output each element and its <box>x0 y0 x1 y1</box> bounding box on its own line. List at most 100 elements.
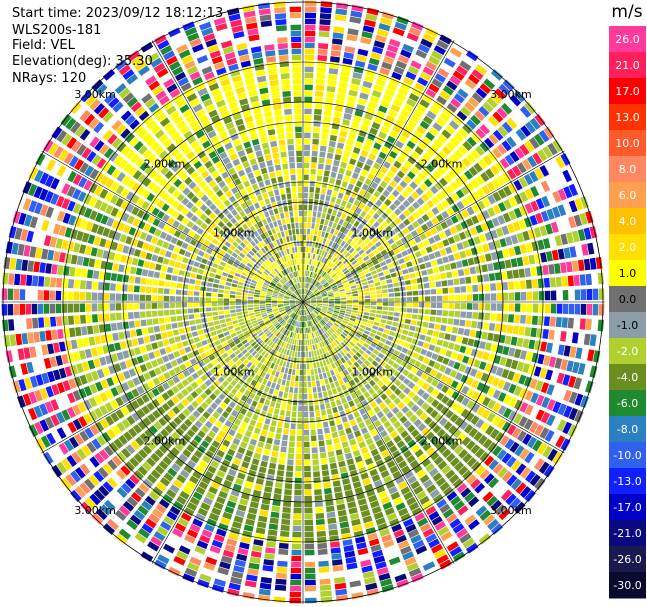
velocity-gate <box>137 259 145 267</box>
velocity-gate <box>331 553 342 560</box>
velocity-gate <box>373 116 383 125</box>
velocity-gate <box>257 594 270 602</box>
velocity-gate <box>270 318 276 323</box>
velocity-gate <box>271 297 278 300</box>
velocity-gate <box>361 183 369 191</box>
velocity-gate <box>459 420 469 431</box>
velocity-gate <box>490 69 504 81</box>
velocity-gate <box>121 284 128 292</box>
velocity-gate <box>541 396 551 409</box>
velocity-gate <box>350 392 357 400</box>
velocity-gate <box>331 165 339 173</box>
velocity-gate <box>499 238 507 248</box>
velocity-gate <box>365 349 372 356</box>
velocity-gate <box>283 422 290 429</box>
velocity-gate <box>186 385 194 393</box>
velocity-gate <box>341 300 347 302</box>
velocity-gate <box>338 205 345 213</box>
velocity-gate <box>550 290 557 301</box>
velocity-gate <box>273 311 280 315</box>
velocity-gate <box>436 39 449 50</box>
velocity-gate <box>581 243 589 256</box>
velocity-gate <box>143 372 151 381</box>
velocity-gate <box>204 435 213 444</box>
velocity-gate <box>112 263 119 272</box>
velocity-gate <box>435 192 445 202</box>
velocity-gate <box>280 385 285 392</box>
velocity-gate <box>497 392 507 402</box>
velocity-gate <box>537 316 544 326</box>
velocity-gate <box>385 480 395 490</box>
velocity-gate <box>176 213 185 222</box>
velocity-gate <box>348 464 356 472</box>
velocity-gate <box>490 523 504 535</box>
velocity-gate <box>437 444 448 454</box>
velocity-gate <box>315 79 325 85</box>
velocity-gate <box>343 318 349 322</box>
velocity-gate <box>379 194 387 202</box>
velocity-gate <box>330 271 335 277</box>
velocity-gate <box>219 337 227 343</box>
velocity-gate <box>313 273 318 279</box>
velocity-gate <box>56 165 67 177</box>
velocity-gate <box>385 246 393 253</box>
velocity-gate <box>303 294 305 300</box>
velocity-gate <box>431 206 440 215</box>
velocity-gate <box>340 275 346 280</box>
velocity-gate <box>398 135 408 144</box>
velocity-gate <box>454 461 465 472</box>
velocity-gate <box>562 169 572 183</box>
velocity-gate <box>557 344 565 356</box>
velocity-gate <box>247 424 255 432</box>
velocity-gate <box>297 309 300 315</box>
velocity-gate <box>309 241 313 247</box>
velocity-gate <box>411 404 420 413</box>
velocity-gate <box>371 121 381 130</box>
velocity-gate <box>237 413 245 421</box>
velocity-gate <box>438 265 445 272</box>
velocity-gate <box>356 268 363 274</box>
velocity-gate <box>163 302 170 309</box>
velocity-gate <box>488 477 499 489</box>
velocity-gate <box>208 384 217 392</box>
velocity-gate <box>125 403 135 413</box>
velocity-gate <box>536 265 543 276</box>
velocity-gate <box>115 283 122 292</box>
velocity-gate <box>192 518 203 528</box>
velocity-gate <box>326 226 331 233</box>
velocity-gate <box>316 274 320 281</box>
velocity-gate <box>421 382 430 391</box>
velocity-gate <box>353 199 360 207</box>
velocity-gate <box>371 360 379 367</box>
velocity-gate <box>402 396 411 405</box>
velocity-gate <box>13 304 20 316</box>
velocity-gate <box>303 334 305 340</box>
velocity-gate <box>156 210 165 219</box>
velocity-gate <box>290 304 296 308</box>
velocity-gate <box>540 252 548 263</box>
velocity-gate <box>348 279 355 284</box>
velocity-gate <box>349 257 356 263</box>
velocity-gate <box>161 402 171 412</box>
velocity-gate <box>286 362 290 368</box>
velocity-gate <box>595 256 603 269</box>
velocity-gate <box>349 438 357 446</box>
velocity-gate <box>310 285 314 291</box>
velocity-gate <box>141 327 149 335</box>
velocity-gate <box>84 245 92 256</box>
velocity-gate <box>305 258 308 265</box>
velocity-gate <box>452 165 462 176</box>
velocity-gate <box>403 324 410 330</box>
velocity-gate <box>63 328 70 339</box>
velocity-gate <box>166 399 175 408</box>
velocity-gate <box>315 324 319 330</box>
velocity-gate <box>395 60 407 70</box>
velocity-gate <box>233 565 245 573</box>
velocity-gate <box>308 387 312 394</box>
velocity-gate <box>428 420 437 430</box>
velocity-gate <box>387 283 394 288</box>
velocity-gate <box>353 236 360 243</box>
velocity-gate <box>370 342 377 348</box>
velocity-gate <box>282 313 288 318</box>
velocity-gate <box>543 316 550 327</box>
